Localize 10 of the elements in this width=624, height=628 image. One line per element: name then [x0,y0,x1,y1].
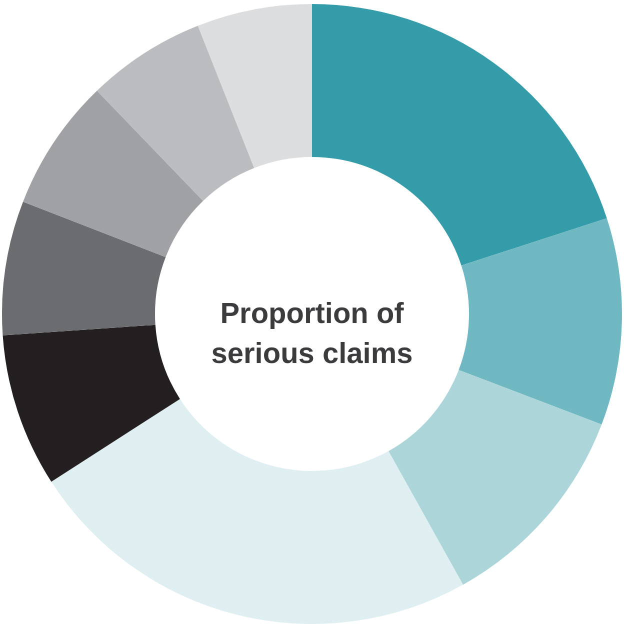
donut-slice [2,202,166,336]
donut-slice [458,218,622,424]
donut-slice [51,398,464,624]
donut-slice [388,370,602,585]
text: Proportion of serious claims [211,298,413,370]
donut-slice [23,90,204,258]
donut-slice [198,4,312,168]
donut-slice [96,26,254,201]
donut-slice [312,4,607,266]
donut-slice [2,324,180,482]
